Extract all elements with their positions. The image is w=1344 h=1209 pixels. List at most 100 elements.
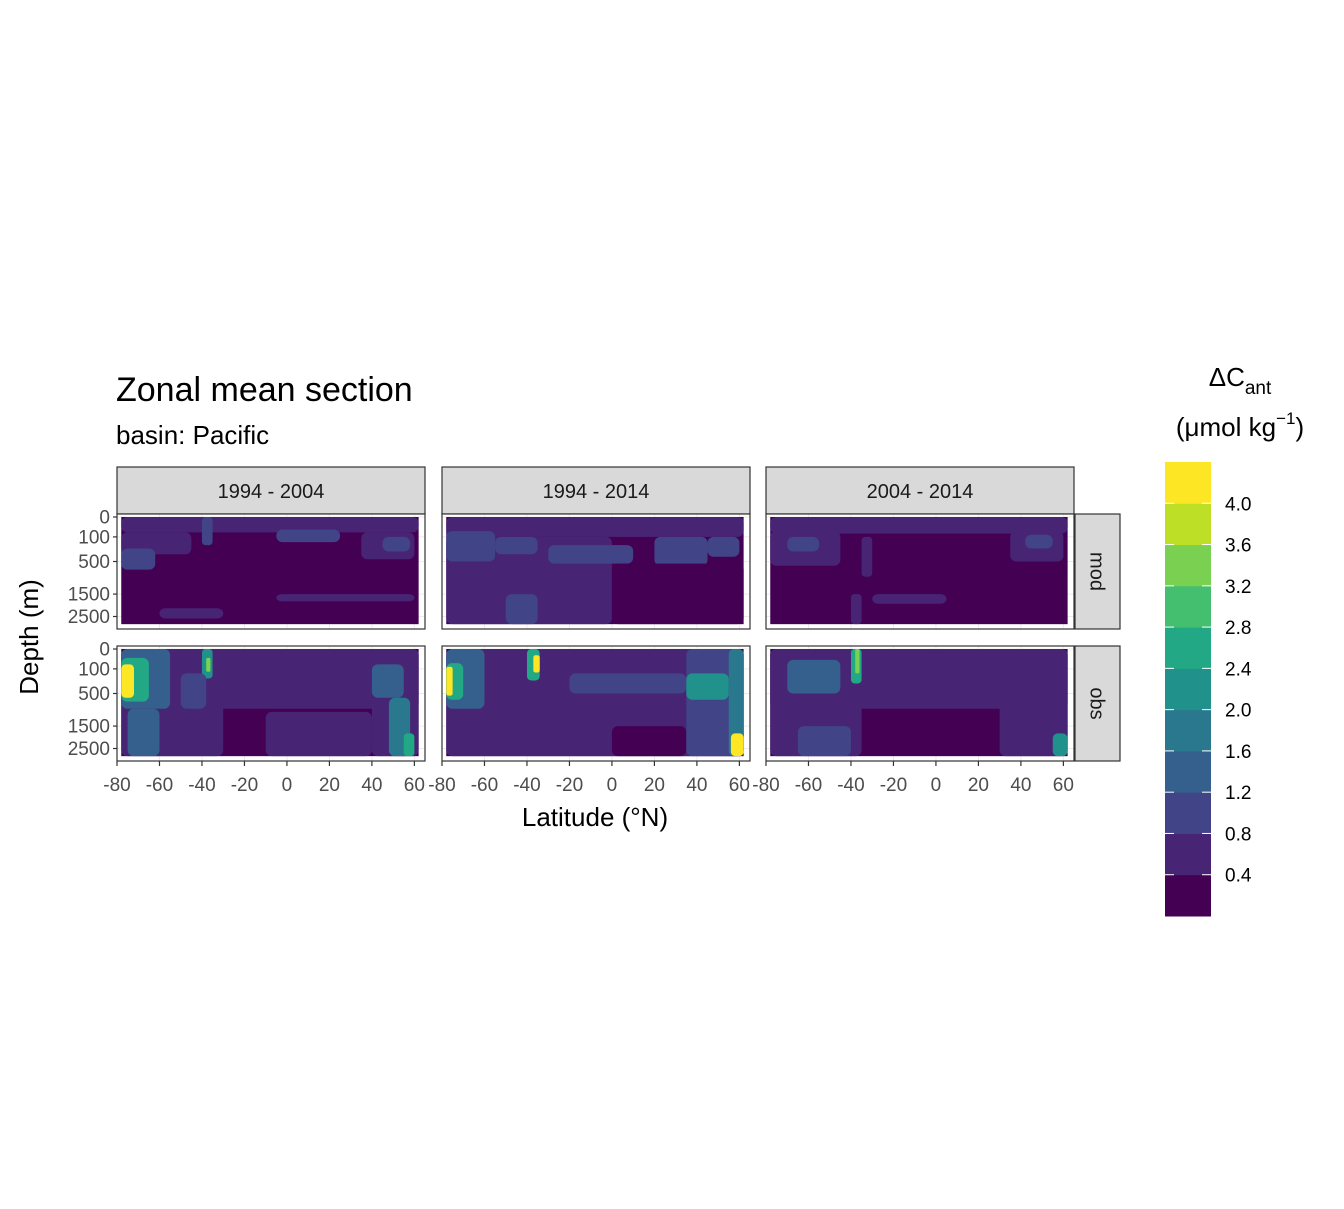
panel-border — [116, 645, 426, 762]
y-tick-label: 100 — [78, 659, 110, 680]
contour-patch — [121, 517, 419, 533]
legend-units-pre: (μmol kg — [1176, 412, 1276, 442]
legend-label: 3.6 — [1225, 536, 1251, 557]
contour-patch — [686, 673, 729, 700]
contour-patch — [371, 664, 404, 698]
contour-patch — [861, 536, 873, 577]
x-tick-label: -20 — [231, 775, 258, 796]
y-axis-title: Depth (m) — [14, 579, 44, 695]
x-tick-label: 40 — [361, 775, 382, 796]
contour-patch — [446, 517, 744, 537]
legend-title-symbol: ΔC — [1209, 362, 1245, 392]
legend-swatch — [1165, 792, 1211, 834]
contour-patch — [872, 594, 947, 604]
contour-patch — [533, 655, 540, 673]
x-tick-label: -60 — [146, 775, 173, 796]
legend: ΔCant (μmol kg−1) 0.4 0.8 1.2 1.6 2.0 2.4 2.8 3… — [1165, 362, 1304, 917]
legend-label: 2.4 — [1225, 659, 1252, 680]
legend-colorbar: 0.4 0.8 1.2 1.6 2.0 2.4 2.8 3.2 3.6 4.0 — [1165, 462, 1252, 917]
y-tick-label: 500 — [78, 684, 110, 705]
x-tick-label: 20 — [968, 775, 989, 796]
x-tick-label: -20 — [556, 775, 583, 796]
contour-patch — [446, 531, 496, 562]
panel-border — [116, 513, 426, 630]
x-tick-label: 60 — [1053, 775, 1074, 796]
row-strip-label-1: obs — [1086, 687, 1108, 719]
contour-patch — [403, 733, 415, 757]
x-tick-label: 20 — [644, 775, 665, 796]
contour-patch — [797, 726, 851, 757]
chart-subtitle: basin: Pacific — [116, 420, 269, 450]
y-tick-label: 1500 — [68, 717, 110, 738]
facet-strip-label-2: 2004 - 2014 — [867, 481, 974, 503]
contour-fill — [770, 517, 1068, 625]
legend-label: 3.2 — [1225, 577, 1251, 598]
facet-strip-0 — [116, 466, 426, 515]
y-tick-label: 500 — [78, 552, 110, 573]
x-tick-label: 60 — [404, 775, 425, 796]
x-tick-label: -60 — [471, 775, 498, 796]
x-tick-label: 0 — [282, 775, 293, 796]
panel-border — [765, 513, 1075, 630]
panel-border — [441, 513, 751, 630]
x-tick-label: -40 — [513, 775, 540, 796]
legend-label: 0.8 — [1225, 824, 1251, 845]
panel-border — [765, 645, 1075, 762]
legend-swatch — [1165, 874, 1211, 917]
contour-patch — [611, 563, 744, 625]
x-tick-label: 0 — [931, 775, 942, 796]
panel-obs-1: -80 -60 -40 -20 0 20 40 60 — [428, 645, 751, 796]
contour-patch — [548, 545, 634, 564]
legend-swatch — [1165, 709, 1211, 752]
x-tick-label: 0 — [607, 775, 618, 796]
legend-swatch — [1165, 750, 1211, 793]
contour-patch — [180, 673, 207, 709]
contour-patch — [121, 664, 134, 698]
legend-swatch — [1165, 585, 1211, 628]
x-tick-label: -80 — [428, 775, 455, 796]
legend-units-superscript: −1 — [1276, 409, 1295, 428]
contour-patch — [159, 608, 224, 619]
contour-patch — [206, 657, 211, 672]
y-tick-label: 0 — [99, 508, 110, 529]
x-tick-label: 20 — [319, 775, 340, 796]
legend-swatch — [1165, 544, 1211, 587]
x-tick-label: -80 — [752, 775, 779, 796]
legend-label: 2.0 — [1225, 701, 1251, 722]
facet-strip-label-0: 1994 - 2004 — [218, 481, 325, 503]
contour-patch — [728, 649, 744, 757]
contour-patch — [505, 594, 538, 625]
contour-patch — [1052, 733, 1068, 757]
contour-fill — [121, 649, 419, 757]
panel-obs-2: -80 -60 -40 -20 0 20 40 60 — [752, 645, 1075, 796]
legend-units-post: ) — [1295, 412, 1304, 442]
legend-title-main: ΔCant — [1209, 362, 1272, 399]
contour-patch — [265, 711, 372, 757]
legend-label: 1.2 — [1225, 783, 1251, 804]
contour-patch — [201, 517, 213, 546]
legend-swatch — [1165, 668, 1211, 711]
panel-mod-2 — [765, 513, 1075, 630]
contour-patch — [787, 659, 841, 694]
facet-strip-2 — [765, 466, 1075, 515]
x-tick-label: -20 — [880, 775, 907, 796]
contour-patch — [730, 733, 744, 757]
contour-fill — [446, 649, 744, 757]
x-axis-title: Latitude (°N) — [522, 802, 668, 832]
row-strip-1 — [1074, 645, 1121, 762]
row-strip-0 — [1074, 513, 1121, 630]
contour-fill — [770, 649, 1068, 757]
y-tick-label: 2500 — [68, 739, 110, 760]
contour-patch — [121, 548, 156, 570]
y-tick-label: 100 — [78, 527, 110, 548]
contour-patch — [999, 649, 1068, 757]
x-tick-label: -60 — [795, 775, 822, 796]
legend-swatch — [1165, 503, 1211, 546]
contour-patch — [276, 594, 415, 602]
contour-patch — [382, 536, 411, 552]
y-tick-label: 2500 — [68, 607, 110, 628]
facet-panels: 1994 - 2004 1994 - 2014 2004 - 2014 mod obs 0… — [68, 466, 1121, 796]
